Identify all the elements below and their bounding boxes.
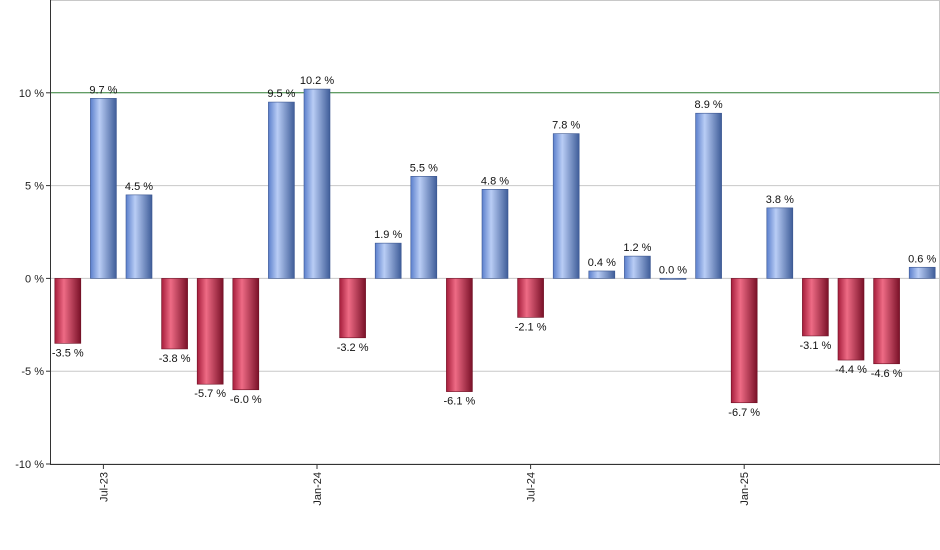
bar xyxy=(232,278,260,391)
bar xyxy=(624,255,651,279)
bar xyxy=(695,112,722,279)
data-labels: -3.5 % 9.7 % 4.5 % -3.8 % -5.7 % -6.0 % 9.5 % 1… xyxy=(52,75,937,419)
bar xyxy=(446,278,473,392)
data-label: 0.4 % xyxy=(588,257,616,269)
data-label: 9.7 % xyxy=(89,84,117,96)
y-tick-label: 10 % xyxy=(19,88,44,100)
x-tick-label: Jan-24 xyxy=(312,472,324,506)
data-label: 10.2 % xyxy=(300,75,334,87)
data-label: 0.6 % xyxy=(908,253,936,265)
bar xyxy=(410,176,438,279)
bar xyxy=(873,278,900,365)
y-tick-label: -5 % xyxy=(21,366,44,378)
y-tick-label: 5 % xyxy=(25,181,44,193)
x-tick-label: Jan-25 xyxy=(739,472,751,506)
axes: -10 % -5 % 0 % 5 % 10 % Jul-23 Jan-24 Jul-24 Jan… xyxy=(15,0,940,506)
bar xyxy=(54,278,82,344)
bar xyxy=(125,194,153,279)
bar xyxy=(374,242,402,279)
data-label: -3.8 % xyxy=(159,353,191,365)
bar xyxy=(339,278,366,339)
data-label: -4.4 % xyxy=(835,364,867,376)
bar xyxy=(268,101,295,279)
data-label: 7.8 % xyxy=(552,120,580,132)
data-label: -5.7 % xyxy=(194,388,226,400)
data-label: 4.5 % xyxy=(125,181,153,193)
bar xyxy=(588,270,616,279)
data-label: 3.8 % xyxy=(766,194,794,206)
y-tick-label: -10 % xyxy=(15,459,44,471)
bar xyxy=(481,189,509,279)
bar xyxy=(908,266,936,279)
x-tick-label: Jul-24 xyxy=(526,472,538,502)
x-tick-label: Jul-23 xyxy=(98,472,110,502)
bars xyxy=(54,88,936,404)
data-label: 4.8 % xyxy=(481,175,509,187)
bar xyxy=(552,133,580,279)
bar xyxy=(161,278,188,350)
bar xyxy=(802,278,829,337)
bar xyxy=(837,278,865,361)
data-label: 5.5 % xyxy=(410,162,438,174)
bar xyxy=(517,278,544,318)
data-label: -4.6 % xyxy=(871,368,903,380)
data-label: -3.5 % xyxy=(52,347,84,359)
bar xyxy=(303,88,331,279)
bar xyxy=(730,278,758,404)
data-label: -6.0 % xyxy=(230,394,262,406)
bar xyxy=(90,98,117,279)
data-label: 0.0 % xyxy=(659,264,687,276)
data-label: 9.5 % xyxy=(267,88,295,100)
data-label: 8.9 % xyxy=(695,99,723,111)
data-label: -3.1 % xyxy=(800,340,832,352)
data-label: -2.1 % xyxy=(515,321,547,333)
data-label: 1.2 % xyxy=(623,242,651,254)
data-label: 1.9 % xyxy=(374,229,402,241)
bar xyxy=(659,278,687,280)
bar xyxy=(196,278,224,385)
data-label: -3.2 % xyxy=(337,342,369,354)
bar xyxy=(766,207,794,279)
data-label: -6.1 % xyxy=(444,396,476,408)
y-tick-label: 0 % xyxy=(25,273,44,285)
data-label: -6.7 % xyxy=(728,407,760,419)
